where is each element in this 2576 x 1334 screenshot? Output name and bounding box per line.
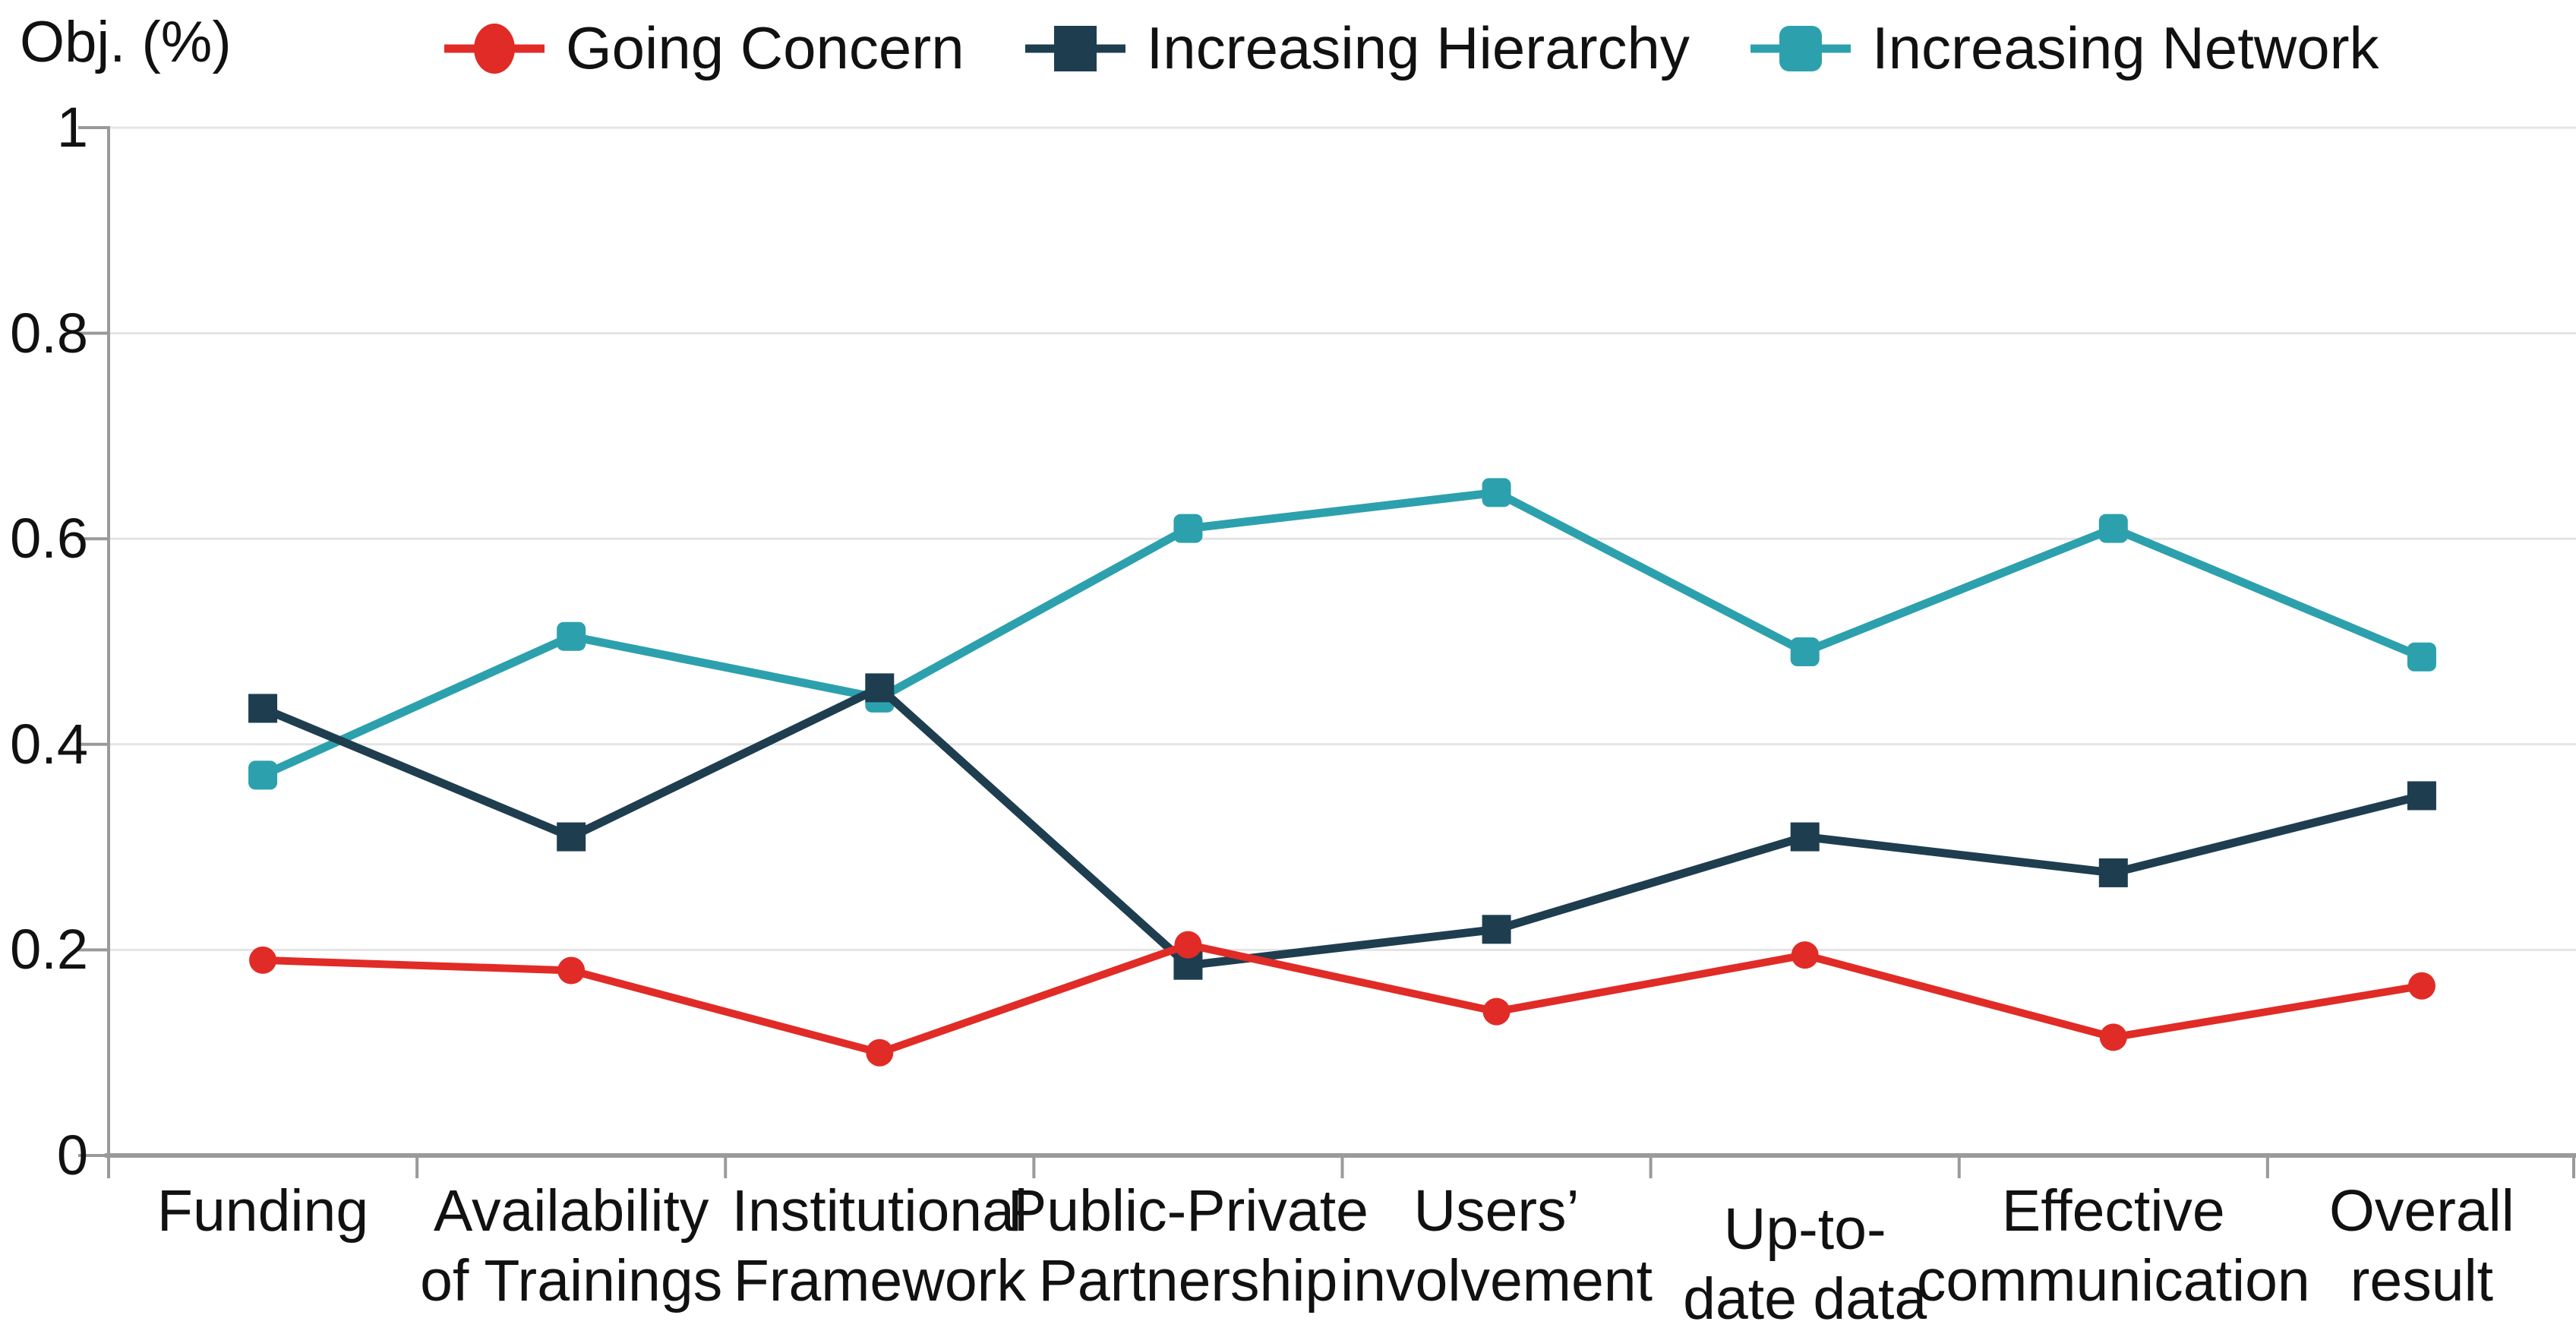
data-point-going-concern <box>2407 972 2436 1000</box>
y-axis-tick-label: 0.6 <box>10 507 88 571</box>
x-axis-label-line: Framework <box>733 1248 1026 1313</box>
data-point-going-concern <box>249 946 277 974</box>
legend-label: Increasing Network <box>1871 14 2379 81</box>
x-axis-label-line: Up-to- <box>1723 1196 1886 1262</box>
y-axis-tick-label: 0 <box>56 1124 88 1187</box>
x-axis-label-line: Public-Private <box>1007 1178 1368 1244</box>
data-point-increasing-hierarchy <box>865 673 895 703</box>
data-point-going-concern <box>1791 941 1819 969</box>
legend-label: Increasing Hierarchy <box>1146 14 1690 81</box>
data-point-going-concern <box>557 956 586 985</box>
y-axis-tick-label: 0.2 <box>10 918 88 982</box>
data-point-increasing-hierarchy <box>2098 858 2128 887</box>
legend-label: Going Concern <box>566 14 964 81</box>
x-axis-label-users-involvement: Users’ involvement <box>1269 1176 1725 1316</box>
y-axis-title: Obj. (%) <box>20 10 232 74</box>
x-axis-label-line: Users’ <box>1413 1178 1580 1244</box>
data-point-going-concern <box>1174 931 1202 959</box>
data-point-increasing-network <box>1173 514 1203 543</box>
legend-item-increasing-network: Increasing Network <box>1750 14 2379 83</box>
series-line-going-concern <box>259 940 2426 1057</box>
x-axis-label-effective-communication: Effective communication <box>1886 1176 2341 1316</box>
data-point-increasing-network <box>2407 642 2436 672</box>
data-point-going-concern <box>1482 997 1511 1026</box>
x-axis-label-institutional-framework: Institutional Framework <box>652 1176 1107 1316</box>
legend-marker-going-concern-icon <box>444 17 545 81</box>
x-axis-label-line: date data <box>1683 1266 1927 1332</box>
legend-item-increasing-hierarchy: Increasing Hierarchy <box>1024 14 1690 83</box>
data-point-increasing-hierarchy <box>248 694 278 723</box>
legend-marker-increasing-network-icon <box>1750 17 1851 81</box>
data-point-increasing-network <box>1790 637 1820 667</box>
data-point-increasing-network <box>248 760 278 790</box>
x-axis-label-line: Effective <box>2001 1178 2225 1244</box>
x-axis-label-line: communication <box>1916 1248 2310 1313</box>
x-axis-label-line: involvement <box>1340 1248 1653 1313</box>
x-axis-label-line: Partnership <box>1038 1248 1338 1313</box>
x-axis-label-line: Institutional <box>731 1178 1028 1244</box>
y-axis-tick-label: 0.4 <box>10 712 88 776</box>
data-point-increasing-hierarchy <box>1790 822 1820 852</box>
x-axis-label-line: Availability <box>434 1178 709 1244</box>
legend: Going Concern Increasing Hierarchy Incre… <box>444 14 2379 83</box>
data-point-increasing-hierarchy <box>2407 781 2436 811</box>
data-point-increasing-network <box>2098 514 2128 543</box>
data-point-going-concern <box>2099 1023 2127 1051</box>
legend-item-going-concern: Going Concern <box>444 14 964 83</box>
x-axis-label-public-private-partnership: Public-Private Partnership <box>960 1176 1416 1316</box>
x-axis-label-line: result <box>2350 1248 2494 1313</box>
x-axis-label-up-to-date-data: Up-to-date data <box>1577 1194 2033 1334</box>
y-axis-tick-label: 1 <box>56 96 88 159</box>
x-axis-label-funding: Funding <box>35 1176 491 1246</box>
data-point-increasing-network <box>1482 478 1511 507</box>
data-point-increasing-hierarchy <box>1482 915 1511 944</box>
x-axis-label-availability-of-trainings: Availability of Trainings <box>343 1176 799 1316</box>
x-axis-label-line: of Trainings <box>420 1248 723 1313</box>
data-point-going-concern <box>866 1038 894 1067</box>
series-line-increasing-hierarchy <box>258 683 2426 970</box>
x-axis-label-overall-result: Overall result <box>2194 1176 2576 1316</box>
series-line-increasing-network <box>258 488 2426 779</box>
data-point-increasing-network <box>557 621 586 651</box>
x-axis-label-line: Funding <box>156 1178 369 1244</box>
data-point-increasing-hierarchy <box>557 822 586 852</box>
x-axis-label-line: Overall <box>2328 1178 2514 1244</box>
y-axis-tick-label: 0.8 <box>10 301 88 365</box>
legend-marker-increasing-hierarchy-icon <box>1024 17 1125 81</box>
